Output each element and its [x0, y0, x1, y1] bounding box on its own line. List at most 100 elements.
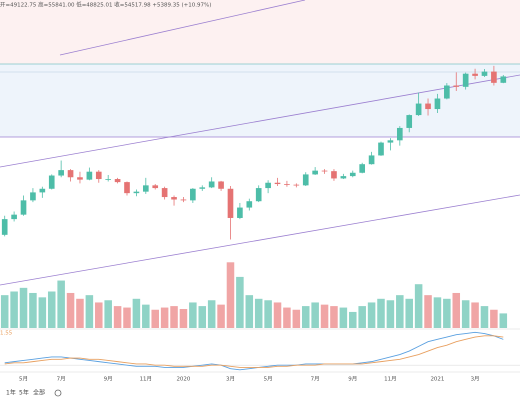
- candle-body: [208, 181, 215, 188]
- volume-bar: [405, 298, 413, 328]
- trend-line: [59, 0, 306, 56]
- volume-bar: [57, 280, 65, 328]
- candle-body: [180, 199, 187, 201]
- candle-body: [293, 184, 300, 186]
- candle-body: [67, 170, 74, 178]
- candle-body: [133, 191, 140, 194]
- volume-bar: [386, 300, 395, 328]
- candle-body: [237, 207, 243, 218]
- volume-bar: [189, 302, 197, 328]
- volume-bar: [179, 309, 188, 328]
- volume-bar: [19, 287, 28, 328]
- volume-bar: [490, 309, 498, 328]
- candle-body: [472, 73, 478, 76]
- volume-bar: [207, 300, 216, 328]
- zone-upper: [0, 0, 520, 64]
- volume-bar: [29, 292, 37, 328]
- candle-body: [274, 182, 281, 185]
- trend-line: [0, 74, 520, 168]
- candle-body: [444, 85, 450, 99]
- candle-body: [396, 127, 403, 141]
- volume-label: 1.55: [0, 331, 13, 337]
- candle-body: [58, 170, 64, 176]
- volume-bar: [198, 306, 207, 328]
- candle-body: [284, 184, 290, 185]
- candle-body: [114, 179, 121, 183]
- x-tick-label: 2021: [430, 377, 444, 383]
- volume-bar: [414, 284, 423, 328]
- candle-body: [105, 179, 112, 180]
- volume-bar: [113, 306, 122, 328]
- candle-body: [349, 172, 356, 177]
- settings-icon[interactable]: [54, 389, 62, 397]
- candle-body: [152, 185, 159, 189]
- candle-body: [434, 98, 441, 110]
- candle-body: [95, 171, 102, 180]
- candle-body: [86, 171, 93, 180]
- volume-bar: [339, 307, 348, 328]
- candle-body: [39, 188, 46, 193]
- range-button[interactable]: 全部: [33, 389, 45, 397]
- candle-body: [312, 170, 318, 175]
- volume-bar: [95, 302, 103, 328]
- candle-body: [1, 219, 8, 235]
- volume-bar: [349, 311, 357, 328]
- volume-bar: [330, 306, 338, 328]
- candle-body: [20, 200, 27, 215]
- volume-bar: [66, 292, 75, 328]
- x-tick-label: 3月: [226, 376, 235, 383]
- candle-body: [491, 71, 497, 83]
- candle-body: [302, 174, 309, 186]
- volume-bar: [452, 292, 461, 328]
- volume-bar: [38, 297, 47, 328]
- volume-bar: [123, 307, 131, 328]
- x-tick-label: 3月: [471, 376, 480, 383]
- volume-bar: [264, 300, 272, 328]
- ohlc-header: 开=49122.75 高=55841.00 低=48825.01 收=54517…: [0, 1, 211, 9]
- volume-bar: [217, 304, 225, 328]
- x-tick-label: 11月: [384, 376, 397, 383]
- volume-bar: [254, 298, 263, 328]
- candle-body: [161, 188, 168, 198]
- candle-body: [48, 175, 55, 189]
- volume-bar: [132, 298, 141, 328]
- volume-bar: [301, 306, 310, 328]
- volume-bar: [367, 302, 376, 328]
- volume-bar: [245, 295, 254, 328]
- candle-body: [227, 188, 234, 218]
- candle-body: [387, 140, 394, 143]
- candle-body: [425, 103, 431, 110]
- candle-body: [368, 155, 375, 165]
- x-tick-label: 9月: [104, 376, 113, 383]
- volume-bar: [10, 291, 18, 328]
- volume-bar: [236, 276, 244, 328]
- volume-bar: [480, 306, 489, 328]
- volume-bar: [311, 302, 319, 328]
- candle-body: [378, 142, 384, 156]
- range-button[interactable]: 1年: [6, 389, 16, 397]
- x-tick-label: 7月: [311, 376, 320, 383]
- x-tick-label: 5月: [264, 376, 273, 383]
- candle-body: [11, 214, 17, 220]
- range-button[interactable]: 5年: [19, 389, 29, 397]
- volume-bar: [377, 298, 385, 328]
- candle-body: [77, 177, 83, 180]
- candle-body: [246, 201, 253, 208]
- volume-bar: [76, 298, 84, 328]
- candle-body: [462, 73, 469, 87]
- volume-bar: [471, 302, 479, 328]
- candle-body: [142, 185, 149, 192]
- volume-bar: [273, 302, 282, 328]
- candle-body: [171, 197, 177, 200]
- volume-bar: [292, 309, 301, 328]
- candle-body: [331, 171, 337, 179]
- x-tick-label: 2020: [176, 377, 190, 383]
- trend-line: [0, 194, 520, 286]
- volume-bar: [433, 297, 442, 328]
- x-tick-label: 11月: [140, 376, 153, 383]
- volume-bar: [461, 300, 470, 328]
- candle-body: [199, 187, 206, 189]
- x-tick-label: 9月: [348, 376, 357, 383]
- macd-line: [4, 331, 504, 371]
- volume-bar: [85, 295, 94, 328]
